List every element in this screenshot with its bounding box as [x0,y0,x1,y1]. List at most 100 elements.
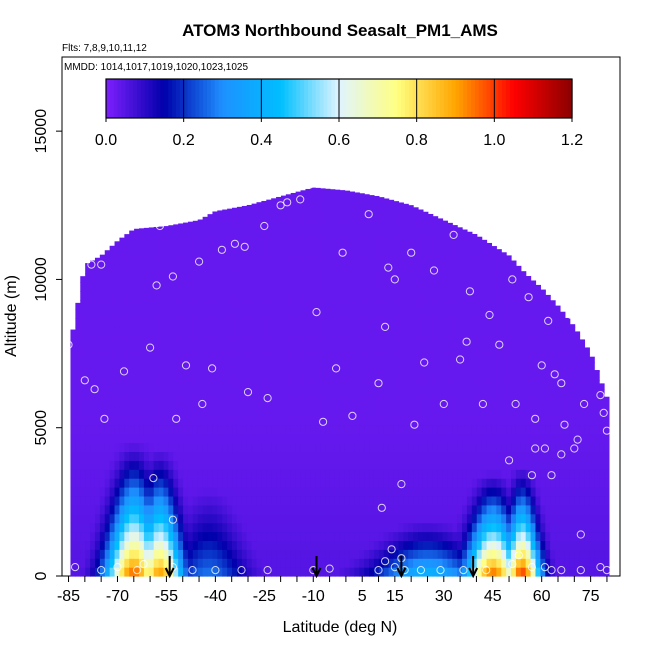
heat-cell [168,353,174,364]
heat-cell [90,522,96,533]
heat-cell [153,478,160,488]
heat-cell [545,344,551,355]
heat-cell [153,226,160,230]
heat-cell [75,549,81,559]
heat-cell [408,522,414,533]
heat-cell [85,344,91,355]
heat-cell [540,389,546,399]
heat-cell [163,246,169,257]
heat-cell [75,380,81,390]
heat-cell [511,273,517,283]
heat-cell [398,522,404,533]
heat-cell [369,531,375,542]
heat-cell [530,558,537,568]
heat-cell [241,326,248,337]
heat-cell [403,531,409,542]
heat-cell [559,478,566,488]
heat-cell [276,229,282,239]
heat-cell [173,522,179,533]
heat-cell [197,389,204,399]
heat-cell [251,567,258,577]
heat-cell [129,326,135,337]
heat-cell [452,442,458,453]
heat-cell [315,202,321,212]
heat-cell [511,460,517,470]
heat-cell [398,300,404,310]
heat-cell [75,531,81,542]
heat-cell [383,406,390,417]
heat-cell [251,273,258,283]
heat-cell [364,317,370,328]
heat-cell [452,344,458,355]
heat-cell [442,513,448,524]
heat-cell [506,451,512,461]
heat-cell [432,237,439,248]
heat-cell [349,202,355,212]
heat-cell [75,442,81,453]
sample-point [550,370,559,379]
heat-cell [471,389,478,399]
heat-cell [261,469,267,479]
heat-cell [378,317,385,328]
heat-cell [305,415,311,426]
heat-cell [383,531,390,542]
heat-cell [187,362,194,372]
heat-cell [540,567,546,577]
heat-cell [280,264,287,275]
heat-cell [364,362,370,372]
heat-cell [246,273,253,283]
heat-cell [109,291,116,301]
heat-cell [393,291,400,301]
heat-cell [466,558,473,568]
heat-cell [192,371,199,381]
heat-cell [222,540,228,550]
heat-cell [422,495,429,506]
heat-cell [506,344,512,355]
heat-cell [559,558,566,568]
heat-cell [364,309,370,319]
heat-cell [280,406,287,417]
heat-cell [192,380,199,390]
heat-cell [525,478,532,488]
sample-point [397,480,406,489]
heat-cell [300,460,307,470]
heat-cell [413,389,419,399]
heat-cell [94,353,101,364]
heat-cell [334,380,341,390]
sample-point [511,399,520,409]
heat-cell [158,291,165,301]
heat-cell [261,200,267,203]
heat-cell [295,344,302,355]
heat-cell [85,504,91,515]
heat-cell [109,478,116,488]
heat-cell [437,549,444,559]
heat-cell [564,424,571,435]
sample-point [348,411,357,420]
heat-cell [388,531,395,542]
heat-cell [393,317,400,328]
heat-cell [462,380,468,390]
heat-cell [427,478,434,488]
heat-cell [403,424,409,435]
heat-cell [119,487,125,497]
heat-cell [285,469,292,479]
heat-cell [134,513,140,524]
heat-cell [251,398,258,408]
heat-cell [320,460,326,470]
heat-cell [339,220,346,230]
heat-cell [545,531,551,542]
heat-cell [466,291,473,301]
heat-cell [559,353,566,364]
heat-cell [334,406,341,417]
heat-cell [192,264,199,275]
heat-cell [222,344,228,355]
heat-cell [143,300,150,310]
heat-cell [168,478,174,488]
heat-cell [574,362,581,372]
heat-cell [564,380,571,390]
heat-cell [246,220,253,230]
heat-cell [540,469,546,479]
heat-cell [447,424,453,435]
heat-cell [178,344,184,355]
colorbar-cell [505,79,511,118]
